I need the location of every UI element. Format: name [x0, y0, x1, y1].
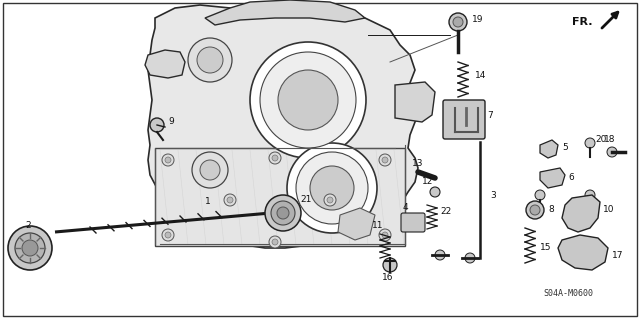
- Circle shape: [453, 17, 463, 27]
- Circle shape: [15, 233, 45, 263]
- Circle shape: [449, 13, 467, 31]
- Polygon shape: [338, 208, 375, 240]
- Circle shape: [465, 253, 475, 263]
- Circle shape: [272, 239, 278, 245]
- Polygon shape: [540, 140, 558, 158]
- Text: 15: 15: [540, 243, 552, 253]
- Circle shape: [269, 236, 281, 248]
- Text: 5: 5: [562, 143, 568, 152]
- Circle shape: [382, 232, 388, 238]
- Text: 7: 7: [487, 110, 493, 120]
- Text: S04A-M0600: S04A-M0600: [543, 290, 593, 299]
- Polygon shape: [145, 50, 185, 78]
- Circle shape: [585, 138, 595, 148]
- Text: 20: 20: [595, 136, 606, 145]
- Circle shape: [269, 152, 281, 164]
- Circle shape: [162, 229, 174, 241]
- Circle shape: [310, 166, 354, 210]
- Circle shape: [379, 154, 391, 166]
- Text: 9: 9: [168, 117, 173, 127]
- Circle shape: [8, 226, 52, 270]
- Circle shape: [165, 157, 171, 163]
- Circle shape: [22, 240, 38, 256]
- Circle shape: [287, 143, 377, 233]
- Circle shape: [435, 250, 445, 260]
- Circle shape: [165, 232, 171, 238]
- Text: 13: 13: [412, 159, 424, 167]
- Text: 11: 11: [372, 220, 384, 229]
- Circle shape: [278, 70, 338, 130]
- Circle shape: [430, 187, 440, 197]
- Polygon shape: [562, 195, 600, 232]
- Circle shape: [265, 195, 301, 231]
- Circle shape: [272, 155, 278, 161]
- Circle shape: [383, 258, 397, 272]
- Text: 4: 4: [402, 204, 408, 212]
- Circle shape: [227, 197, 233, 203]
- Circle shape: [585, 190, 595, 200]
- Text: 12: 12: [422, 177, 434, 187]
- Text: 8: 8: [548, 205, 554, 214]
- FancyBboxPatch shape: [401, 213, 425, 232]
- Polygon shape: [540, 168, 565, 188]
- Circle shape: [607, 147, 617, 157]
- Text: 3: 3: [490, 190, 496, 199]
- Text: FR.: FR.: [572, 17, 593, 27]
- Text: 17: 17: [612, 250, 623, 259]
- Text: 2: 2: [25, 220, 31, 229]
- FancyBboxPatch shape: [443, 100, 485, 139]
- Circle shape: [250, 42, 366, 158]
- Text: 16: 16: [382, 273, 394, 283]
- Circle shape: [162, 154, 174, 166]
- Text: 14: 14: [475, 70, 486, 79]
- Polygon shape: [395, 82, 435, 122]
- Polygon shape: [148, 5, 422, 248]
- Text: 1: 1: [205, 197, 211, 206]
- Circle shape: [379, 229, 391, 241]
- Circle shape: [224, 194, 236, 206]
- Text: 19: 19: [472, 16, 483, 25]
- Circle shape: [535, 190, 545, 200]
- Circle shape: [271, 201, 295, 225]
- Text: 18: 18: [604, 136, 616, 145]
- Circle shape: [150, 118, 164, 132]
- Circle shape: [327, 197, 333, 203]
- Text: 21: 21: [300, 196, 312, 204]
- Circle shape: [277, 207, 289, 219]
- Circle shape: [526, 201, 544, 219]
- Circle shape: [197, 47, 223, 73]
- Text: 6: 6: [568, 173, 573, 182]
- Circle shape: [382, 157, 388, 163]
- Circle shape: [192, 152, 228, 188]
- Polygon shape: [558, 235, 608, 270]
- Circle shape: [188, 38, 232, 82]
- Circle shape: [200, 160, 220, 180]
- Text: 10: 10: [603, 205, 614, 214]
- Text: 22: 22: [440, 207, 451, 217]
- Circle shape: [296, 152, 368, 224]
- Polygon shape: [205, 0, 365, 25]
- Circle shape: [530, 205, 540, 215]
- Circle shape: [260, 52, 356, 148]
- Circle shape: [324, 194, 336, 206]
- Bar: [155, 148, 405, 246]
